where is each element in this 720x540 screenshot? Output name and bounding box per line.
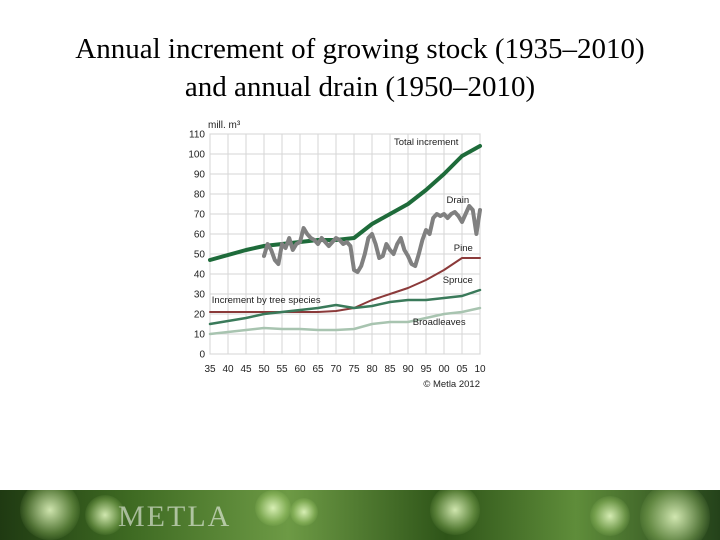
x-tick-label-1945: 45 <box>240 364 252 375</box>
x-tick-label-1995: 95 <box>420 364 432 375</box>
series-label-total-increment: Total increment <box>394 137 459 148</box>
y-tick-label-10: 10 <box>194 330 206 341</box>
footer-band: METLA <box>0 490 720 540</box>
y-tick-label-110: 110 <box>189 130 205 141</box>
x-tick-label-2010: 10 <box>474 364 486 375</box>
x-tick-label-1935: 35 <box>204 364 216 375</box>
y-tick-label-70: 70 <box>194 210 206 221</box>
increment-drain-chart: 0 10 20 30 40 50 60 70 80 90 100 110 35 40 45 50 55 60 65 7… <box>188 120 486 390</box>
series-label-pine: Pine <box>454 243 473 254</box>
x-tick-label-1990: 90 <box>402 364 414 375</box>
x-tick-label-1960: 60 <box>294 364 306 375</box>
y-tick-label-100: 100 <box>188 150 205 161</box>
y-tick-label-30: 30 <box>194 290 206 301</box>
x-tick-label-1980: 80 <box>366 364 378 375</box>
x-tick-label-1940: 40 <box>222 364 234 375</box>
x-tick-label-1975: 75 <box>348 364 360 375</box>
x-tick-label-2000: 00 <box>438 364 450 375</box>
y-tick-label-90: 90 <box>194 170 206 181</box>
x-tick-label-1955: 55 <box>276 364 288 375</box>
series-line-spruce <box>208 288 482 326</box>
slide-title: Annual increment of growing stock (1935–… <box>0 30 720 106</box>
y-tick-label-50: 50 <box>194 250 206 261</box>
series-label-spruce: Spruce <box>443 275 473 286</box>
x-tick-label-1970: 70 <box>330 364 342 375</box>
slide-title-line-1: Annual increment of growing stock (1935–… <box>75 33 645 65</box>
y-tick-label-20: 20 <box>194 310 206 321</box>
x-tick-label-1985: 85 <box>384 364 396 375</box>
series-label-broadleaves: Broadleaves <box>413 317 466 328</box>
x-tick-label-1965: 65 <box>312 364 324 375</box>
annotation-copyright: © Metla 2012 <box>423 379 480 390</box>
y-axis-label: mill. m³ <box>208 120 241 131</box>
series-line-broadleaves <box>208 306 482 336</box>
series-line-drain <box>262 204 482 274</box>
y-tick-label-60: 60 <box>194 230 206 241</box>
annotation-increment-by-species: Increment by tree species <box>212 295 321 306</box>
slide-title-line-2: and annual drain (1950–2010) <box>184 71 536 103</box>
y-tick-label-40: 40 <box>194 270 206 281</box>
series-label-drain: Drain <box>446 195 469 206</box>
x-tick-label-1950: 50 <box>258 364 270 375</box>
y-tick-label-80: 80 <box>194 190 206 201</box>
footer-logo: METLA <box>118 500 232 533</box>
x-tick-label-2005: 05 <box>456 364 468 375</box>
y-tick-label-0: 0 <box>199 350 205 361</box>
